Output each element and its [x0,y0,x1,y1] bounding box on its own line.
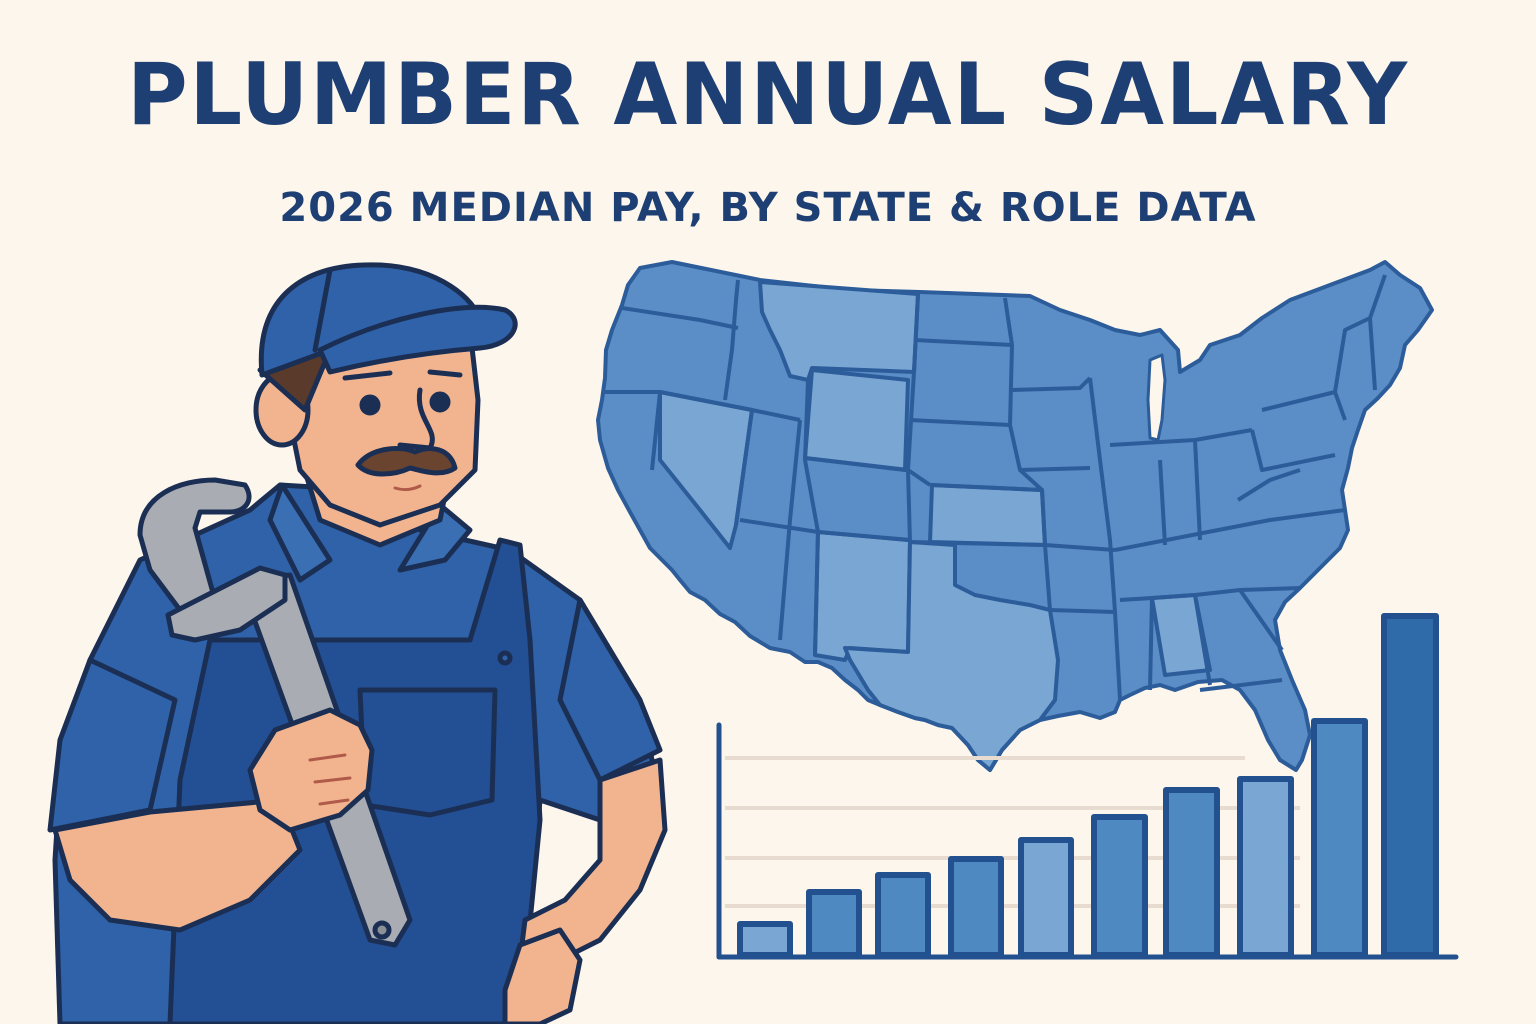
collar-left [267,482,333,583]
page-title: PLUMBER ANNUAL SALARY [127,45,1409,145]
right-sleeve [557,597,663,783]
right-eye [429,391,451,413]
wrench-jaw-upper [137,477,252,613]
us-map [596,260,1434,772]
lake-michigan [1146,353,1167,442]
left-arm [52,797,303,933]
state-texas [843,540,1060,772]
mustache [355,445,458,477]
cap-seam [312,267,333,353]
bar-5 [1018,837,1074,958]
right-eyebrow [427,369,463,378]
overalls-button [497,650,513,666]
page-subtitle: 2026 MEDIAN PAY, BY STATE & ROLE DATA [279,185,1257,231]
bar-3 [875,872,931,958]
left-eyebrow [342,370,393,381]
bar-2 [806,889,862,958]
chart-bars [737,613,1439,958]
mouth [393,484,422,492]
finger-lines [308,753,352,806]
wrench-hole [372,920,392,940]
overalls-pocket [357,687,498,818]
state-borders [602,274,1387,701]
hip-hand [502,927,583,1024]
face [287,327,481,528]
bar-4 [948,856,1004,958]
collar-right [397,502,473,573]
cap-brim [317,304,518,375]
chart-axes [716,722,1459,960]
left-eye [359,394,381,416]
wrench-jaw-lower [165,565,288,643]
